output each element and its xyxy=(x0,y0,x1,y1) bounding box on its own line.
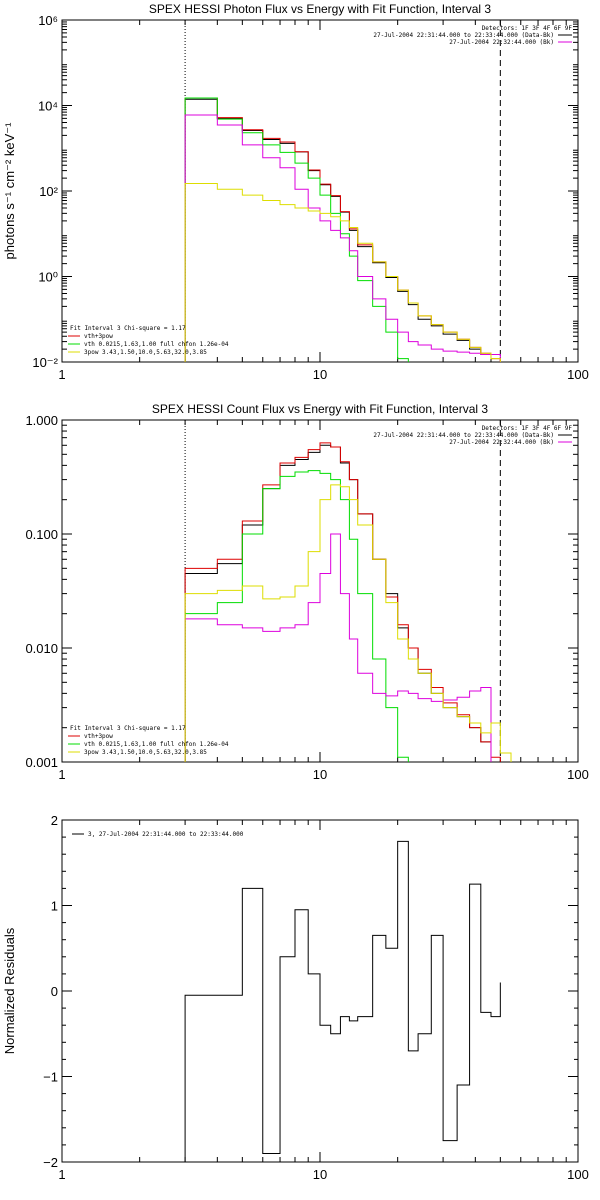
y-axis-label: Normalized Residuals xyxy=(2,927,17,1054)
legend-left-text: 3, 27-Jul-2004 22:31:44.000 to 22:33:44.… xyxy=(88,831,244,838)
y-tick-label: 1.000 xyxy=(25,413,58,428)
x-tick-label: 10 xyxy=(313,767,327,782)
y-tick-label: 0.001 xyxy=(25,755,58,770)
y-tick-label: 0.010 xyxy=(25,641,58,656)
x-tick-label: 100 xyxy=(567,367,589,382)
y-tick-label: 10⁴ xyxy=(38,99,58,114)
y-axis-label: photons s⁻¹ cm⁻² keV⁻¹ xyxy=(2,122,17,260)
legend-bottom-text: 3pow 3.43,1.50,10.0,5.63,32.0,3.85 xyxy=(84,749,207,756)
chart-panel-1: SPEX HESSI Photon Flux vs Energy with Fi… xyxy=(2,2,589,382)
y-tick-label: −1 xyxy=(43,1070,58,1085)
y-tick-label: 0.100 xyxy=(25,527,58,542)
series-yellow-line xyxy=(184,182,501,362)
legend-top-text: 27-Jul-2004 22:31:44.000 to 22:33:44.000… xyxy=(373,32,554,39)
series-red-line xyxy=(184,97,501,362)
x-tick-label: 10 xyxy=(313,367,327,382)
series-magenta-line xyxy=(184,533,492,762)
series-green-line xyxy=(184,470,409,762)
chart-panel-2: SPEX HESSI Count Flux vs Energy with Fit… xyxy=(25,402,588,782)
x-tick-label: 1 xyxy=(58,1167,65,1182)
x-tick-label: 1 xyxy=(58,367,65,382)
series-group xyxy=(184,97,501,362)
y-tick-label: 2 xyxy=(51,813,58,828)
x-tick-label: 100 xyxy=(567,1167,589,1182)
y-tick-label: 10⁶ xyxy=(38,13,58,28)
y-tick-label: 10⁻² xyxy=(32,355,58,370)
series-group xyxy=(184,840,501,1162)
y-tick-label: 10⁰ xyxy=(38,270,58,285)
legend-bottom-text: vth 0.0215,1.63,1.00 full chfon 1.26e-04 xyxy=(84,741,229,748)
series-red-line xyxy=(184,442,501,762)
legend-bottom-text: 3pow 3.43,1.50,10.0,5.63,32.0,3.85 xyxy=(84,349,207,356)
legend-bottom-text: Fit Interval 3 Chi-square = 1.17 xyxy=(70,325,186,332)
chart-title: SPEX HESSI Count Flux vs Energy with Fit… xyxy=(152,402,488,416)
y-tick-label: 10² xyxy=(39,184,58,199)
chart-title: SPEX HESSI Photon Flux vs Energy with Fi… xyxy=(149,2,491,16)
legend-bottom-text: Fit Interval 3 Chi-square = 1.17 xyxy=(70,725,186,732)
series-group xyxy=(184,442,512,762)
legend-bottom-text: vth+3pow xyxy=(84,333,113,340)
series-green-line xyxy=(184,97,409,362)
legend-top-text: Detectors: 1F 3F 4F 6F 9F xyxy=(482,425,573,432)
legend-top-text: Detectors: 1F 3F 4F 6F 9F xyxy=(482,25,573,32)
x-tick-label: 100 xyxy=(567,767,589,782)
series-magenta-line xyxy=(184,114,501,362)
series-yellow-line xyxy=(184,484,512,762)
legend-bottom-text: vth 0.0215,1.63,1.00 full chfon 1.26e-04 xyxy=(84,341,229,348)
chart-panel-3: 1 10 100 −2 −1 0 1 2 Normalized Residuals 3, 27-J… xyxy=(2,813,589,1182)
x-tick-label: 10 xyxy=(313,1167,327,1182)
legend-top-text: 27-Jul-2004 22:32:44.000 (Bk) xyxy=(449,439,554,446)
legend-top-text: 27-Jul-2004 22:32:44.000 (Bk) xyxy=(449,39,554,46)
y-tick-label: 0 xyxy=(51,984,58,999)
y-tick-label: −2 xyxy=(43,1155,58,1170)
x-tick-label: 1 xyxy=(58,767,65,782)
series-black-line xyxy=(184,840,501,1162)
series-black-line xyxy=(184,444,501,762)
y-tick-label: 1 xyxy=(51,899,58,914)
legend-top-text: 27-Jul-2004 22:31:44.000 to 22:33:44.000… xyxy=(373,432,554,439)
series-black-line xyxy=(184,98,501,362)
legend-bottom-text: vth+3pow xyxy=(84,733,113,740)
